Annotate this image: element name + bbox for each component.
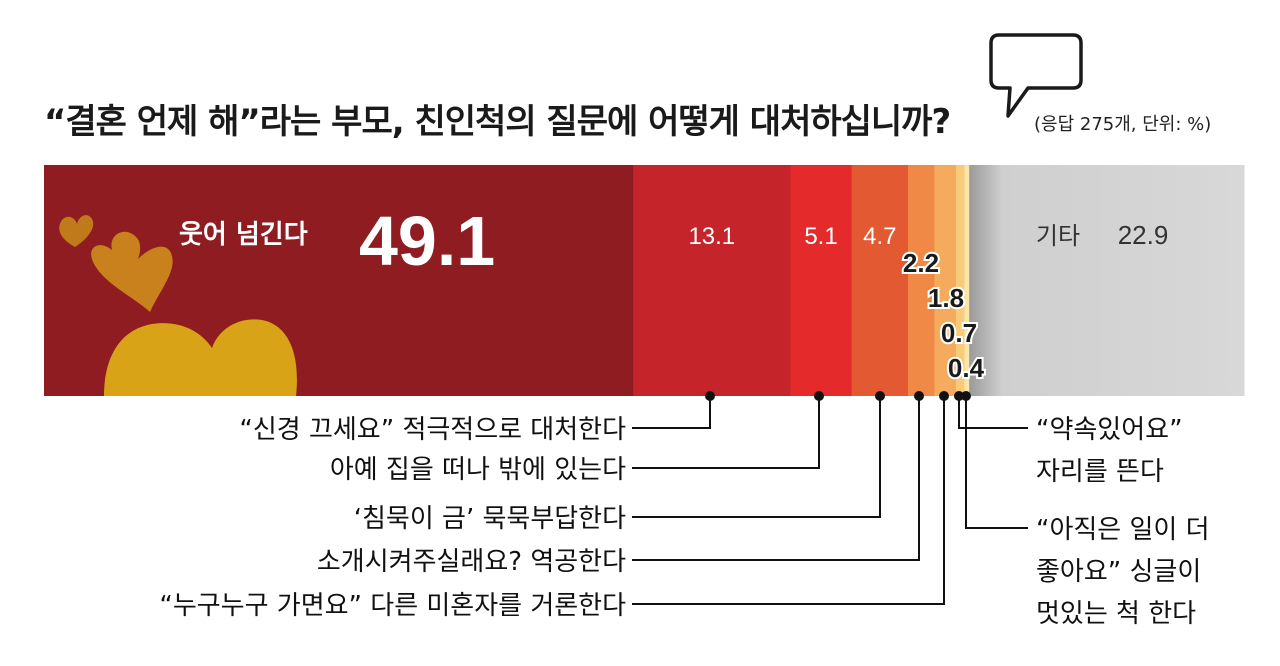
bar-segment-2 <box>633 165 791 396</box>
segment-label: 웃어 넘긴다 <box>179 220 308 250</box>
bar-segment-5 <box>908 165 935 396</box>
leader-line <box>965 396 1028 529</box>
chart-title: “결혼 언제 해”라는 부모, 친인척의 질문에 어떻게 대처하십니까? <box>44 102 951 142</box>
bar-segment-3 <box>790 165 853 396</box>
callout-label-left: “누구누구 가면요” 다른 미혼자를 거론한다 <box>159 591 626 621</box>
callout-label-left: 소개시켜주실래요? 역공한다 <box>317 547 626 577</box>
leader-line <box>632 396 945 605</box>
leader-line <box>632 396 920 561</box>
leader-line <box>958 396 1028 429</box>
segment-value-small: 0.7 <box>941 318 977 348</box>
callout-label-left: ‘침묵이 금’ 묵묵부답한다 <box>354 504 626 534</box>
bar-segment-6 <box>934 165 957 396</box>
callout-label-right: 멋있는 척 한다 <box>1036 599 1196 629</box>
segment-value-etc: 22.9 <box>1118 220 1169 250</box>
segment-value-small: 1.8 <box>928 283 964 313</box>
speech-bubble-icon <box>989 33 1083 118</box>
callout-label-right: “아직은 일이 더 <box>1036 515 1210 545</box>
segment-value: 4.7 <box>863 223 896 250</box>
leader-line <box>632 396 820 469</box>
segment-value: 13.1 <box>688 223 735 250</box>
unit-note: (응답 275개, 단위: %) <box>1034 114 1212 135</box>
bar-segment-4 <box>851 165 909 396</box>
segment-value-big: 49.1 <box>359 202 495 280</box>
hearts-decoration-icon <box>59 215 297 396</box>
callout-label-left: 아예 집을 떠나 밖에 있는다 <box>330 455 626 485</box>
callout-label-right: “약속있어요” <box>1036 415 1183 445</box>
segment-value-small: 2.2 <box>903 248 939 278</box>
leader-line <box>632 396 881 518</box>
bar-segment-8 <box>964 165 970 396</box>
callout-label-right: 좋아요” 싱글이 <box>1036 557 1201 587</box>
bar-segment-9 <box>969 165 1245 396</box>
bar-segment-7 <box>956 165 965 396</box>
segment-label-etc: 기타 <box>1036 222 1080 250</box>
segment-value-small: 0.4 <box>948 353 985 383</box>
leader-line <box>632 396 711 429</box>
callout-label-right: 자리를 뜬다 <box>1036 457 1164 487</box>
segment-value: 5.1 <box>804 223 837 250</box>
callout-label-left: “신경 끄세요” 적극적으로 대처한다 <box>239 415 626 445</box>
